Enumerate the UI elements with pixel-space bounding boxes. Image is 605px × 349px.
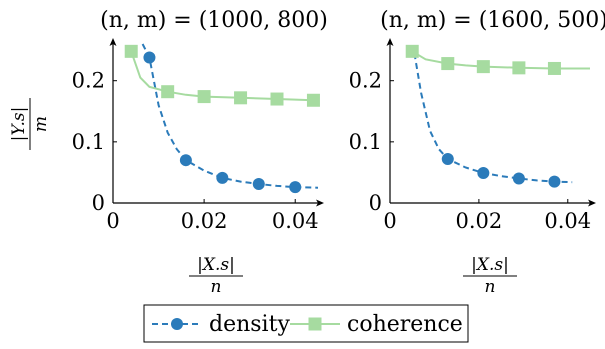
data-point-coherence bbox=[441, 57, 455, 71]
x-tick-label: 0.02 bbox=[456, 209, 503, 233]
legend: density coherence bbox=[143, 304, 469, 343]
axes: 0 0.02 0.04 0 0.1 0.2 bbox=[72, 38, 324, 233]
data-point-coherence bbox=[161, 85, 175, 99]
data-point-density bbox=[441, 152, 454, 165]
right-plot: (n, m) = (1600, 500) 0 0.02 0.04 0 0.1 0.2 |X.s… bbox=[349, 8, 605, 297]
y-axis-arrow bbox=[109, 38, 117, 46]
series-line-density bbox=[413, 53, 573, 184]
x-label-denominator: n bbox=[211, 277, 222, 297]
data-point-density bbox=[289, 181, 302, 194]
y-tick-label: 0.1 bbox=[349, 130, 382, 154]
y-tick-label: 0 bbox=[369, 191, 382, 215]
x-axis-label: |X.s|n bbox=[463, 255, 517, 297]
data-point-coherence bbox=[405, 44, 419, 58]
y-tick-label: 0.2 bbox=[72, 69, 105, 93]
legend-label: coherence bbox=[347, 312, 463, 337]
y-label-numerator: |Y.s| bbox=[9, 107, 29, 142]
y-tick-label: 0.1 bbox=[72, 130, 105, 154]
x-label-denominator: n bbox=[485, 277, 496, 297]
plot-title: (n, m) = (1000, 800) bbox=[100, 8, 328, 33]
series-line-coherence bbox=[130, 50, 318, 102]
y-tick-label: 0.2 bbox=[349, 69, 382, 93]
data-point-density bbox=[143, 51, 156, 64]
data-point-coherence bbox=[124, 44, 138, 58]
series-line-density bbox=[141, 43, 319, 189]
plot-title: (n, m) = (1600, 500) bbox=[380, 8, 605, 33]
series-line-coherence bbox=[411, 50, 590, 70]
x-axis-label: |X.s|n bbox=[189, 255, 243, 297]
data-point-coherence bbox=[476, 60, 490, 74]
y-axis-label: |Y.s| m bbox=[9, 98, 51, 150]
series-density bbox=[141, 43, 319, 194]
x-tick-label: 0 bbox=[383, 209, 396, 233]
x-tick-label: 0.04 bbox=[272, 209, 319, 233]
data-point-coherence bbox=[270, 92, 284, 106]
y-axis-arrow bbox=[386, 38, 394, 46]
data-point-density bbox=[252, 178, 265, 191]
legend-marker bbox=[171, 318, 183, 330]
left-plot: (n, m) = (1000, 800) 0 0.02 0.04 0 0.1 0.2 |X.s… bbox=[9, 8, 328, 297]
x-axis-arrow bbox=[588, 199, 596, 207]
series-coherence bbox=[124, 44, 320, 107]
legend-marker bbox=[308, 317, 322, 331]
data-point-coherence bbox=[512, 61, 526, 75]
legend-label: density bbox=[209, 312, 290, 337]
data-point-density bbox=[216, 171, 229, 184]
x-tick-label: 0.04 bbox=[544, 209, 591, 233]
x-label-numerator: |X.s| bbox=[471, 255, 509, 275]
y-tick-label: 0 bbox=[92, 191, 105, 215]
data-point-coherence bbox=[197, 90, 211, 104]
x-tick-label: 0 bbox=[106, 209, 119, 233]
series-coherence bbox=[405, 44, 590, 75]
data-point-density bbox=[512, 172, 525, 185]
data-point-coherence bbox=[306, 93, 320, 107]
legend-item-density: density bbox=[152, 312, 290, 337]
axes: 0 0.02 0.04 0 0.1 0.2 bbox=[349, 38, 596, 233]
legend-item-coherence: coherence bbox=[290, 312, 463, 337]
series-density bbox=[413, 53, 573, 188]
data-point-coherence bbox=[547, 61, 561, 75]
data-point-density bbox=[477, 167, 490, 180]
data-point-coherence bbox=[234, 91, 248, 105]
x-label-numerator: |X.s| bbox=[197, 255, 235, 275]
x-tick-label: 0.02 bbox=[181, 209, 228, 233]
x-axis-arrow bbox=[316, 199, 324, 207]
y-label-denominator: m bbox=[31, 116, 51, 132]
data-point-density bbox=[179, 154, 192, 167]
data-point-density bbox=[548, 175, 561, 188]
